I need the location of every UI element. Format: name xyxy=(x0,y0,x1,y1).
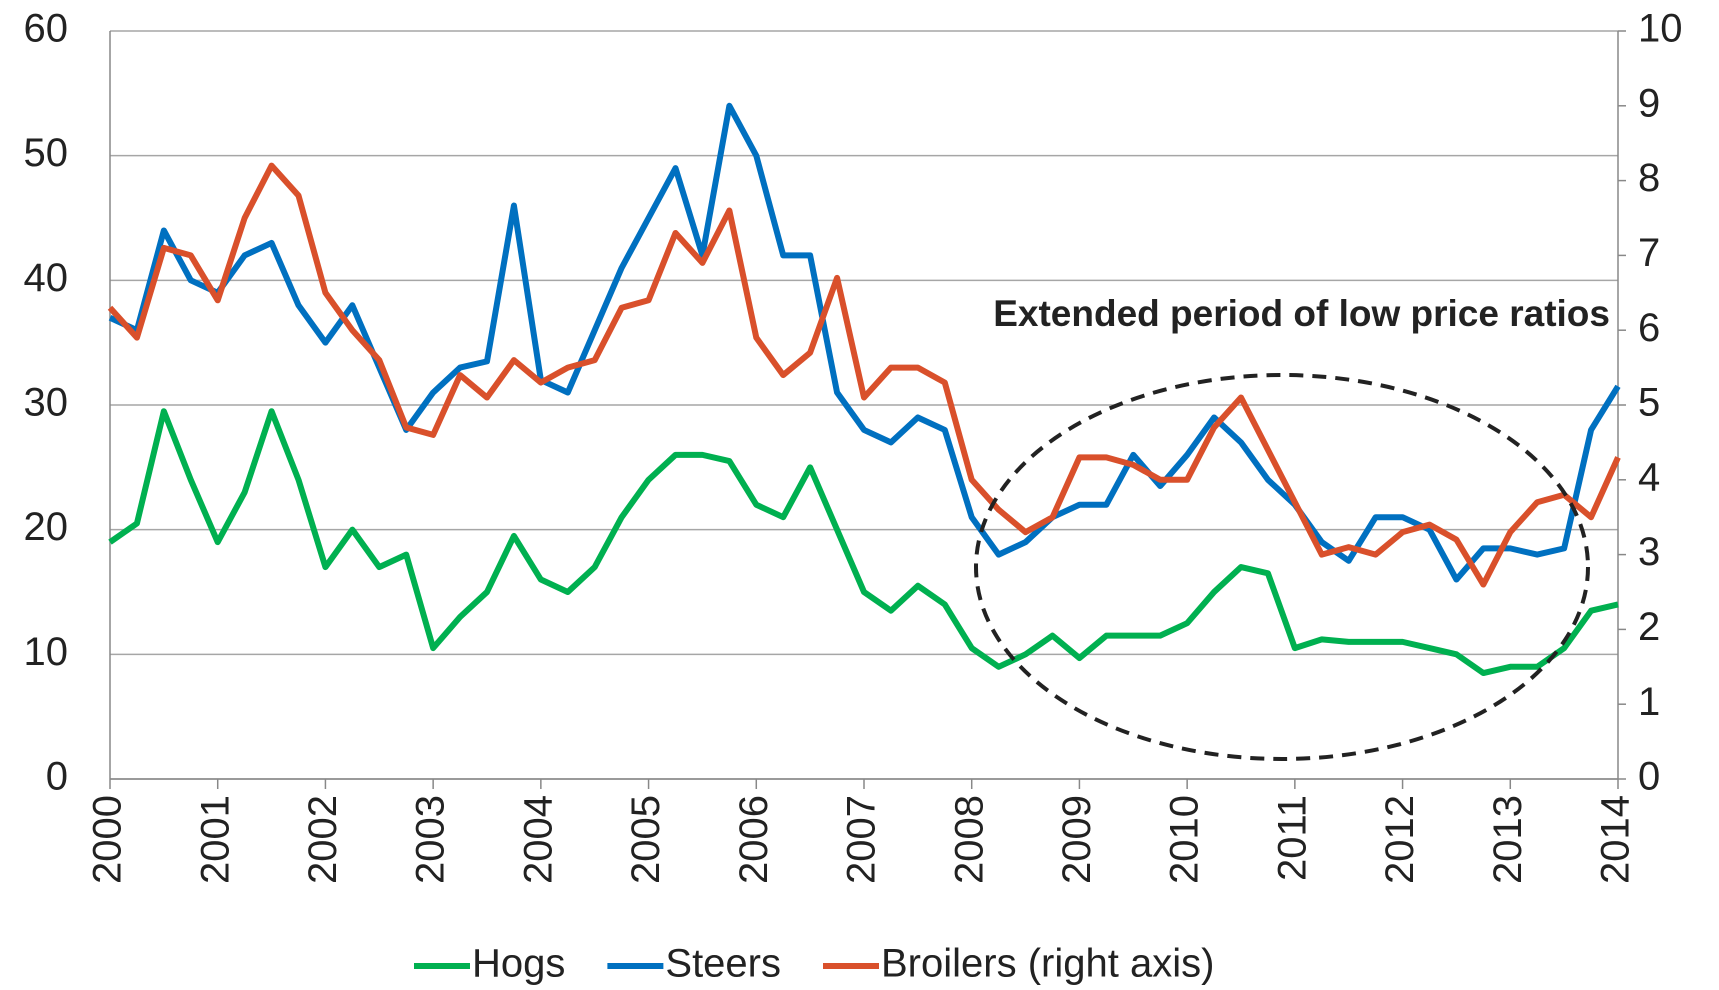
y2-tick-label: 0 xyxy=(1638,755,1660,799)
y2-tick-label: 7 xyxy=(1638,231,1660,275)
y2-tick-label: 1 xyxy=(1638,680,1660,724)
y-tick-label: 50 xyxy=(24,131,69,175)
x-tick-label: 2004 xyxy=(516,795,560,884)
x-tick-label: 2013 xyxy=(1486,795,1530,884)
y2-tick-label: 10 xyxy=(1638,7,1683,51)
legend: Hogs Steers Broilers (right axis) xyxy=(414,942,1214,986)
y2-tick-label: 4 xyxy=(1638,455,1660,499)
y-tick-label: 30 xyxy=(24,381,69,425)
highlight-ellipse xyxy=(974,373,1590,761)
x-tick-label: 2014 xyxy=(1594,795,1638,884)
x-tick-label: 2009 xyxy=(1055,795,1099,884)
x-tick-label: 2001 xyxy=(193,795,237,884)
y-tick-label: 0 xyxy=(46,755,68,799)
y-tick-label: 60 xyxy=(24,7,69,51)
x-tick-label: 2005 xyxy=(624,795,668,884)
y2-tick-label: 2 xyxy=(1638,605,1660,649)
y-tick-label: 20 xyxy=(24,505,69,549)
x-tick-label: 2000 xyxy=(86,795,130,884)
x-tick-label: 2012 xyxy=(1378,795,1422,884)
y-tick-label: 10 xyxy=(24,630,69,674)
series-line xyxy=(108,408,1619,677)
legend-label: Steers xyxy=(665,942,781,986)
x-tick-label: 2008 xyxy=(947,795,991,884)
plot: 0 10 20 30 40 50 60 0 1 2 3 4 5 6 7 8 9 10 2000 2001 2002 200… xyxy=(24,7,1683,986)
x-tick-label: 2007 xyxy=(840,795,884,884)
y2-tick-label: 6 xyxy=(1638,306,1660,350)
x-tick-label: 2003 xyxy=(409,795,453,884)
series-line xyxy=(108,102,1621,583)
y2-tick-label: 9 xyxy=(1638,81,1660,125)
x-tick-label: 2006 xyxy=(732,795,776,884)
x-tick-label: 2010 xyxy=(1163,795,1207,884)
legend-label: Hogs xyxy=(472,942,565,986)
series-line xyxy=(107,162,1621,588)
y2-tick-label: 8 xyxy=(1638,156,1660,200)
annotation: Extended period of low price ratios xyxy=(993,293,1610,334)
y2-tick-label: 3 xyxy=(1638,530,1660,574)
y-tick-label: 40 xyxy=(24,256,69,300)
x-tick-label: 2011 xyxy=(1270,795,1314,881)
y2-tick-label: 5 xyxy=(1638,381,1660,425)
legend-label: Broilers (right axis) xyxy=(881,942,1214,986)
x-tick-label: 2002 xyxy=(301,795,345,884)
